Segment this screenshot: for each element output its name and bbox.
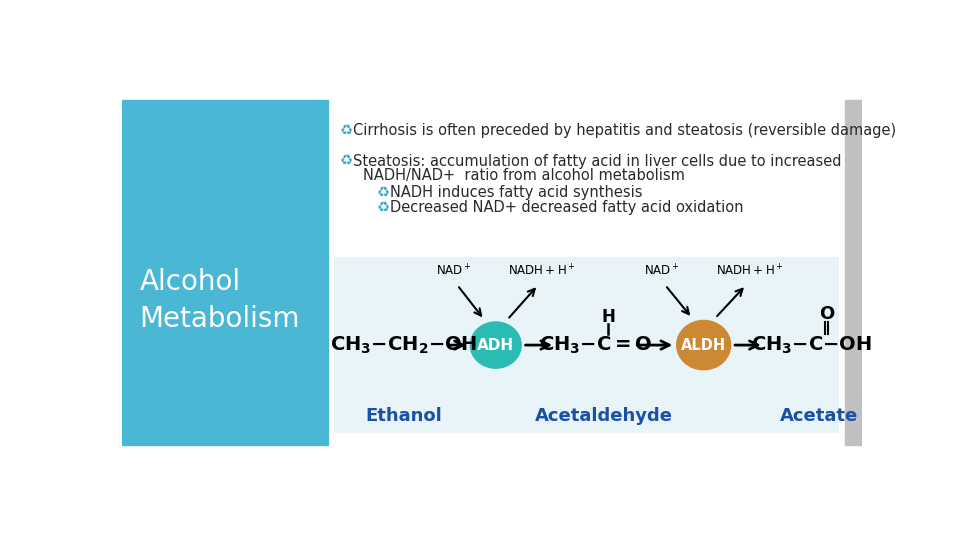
Text: ♻: ♻ (376, 185, 390, 200)
Text: Alcohol
Metabolism: Alcohol Metabolism (139, 268, 300, 333)
Text: Acetaldehyde: Acetaldehyde (535, 407, 673, 425)
Bar (123, 100, 328, 446)
Text: ♻: ♻ (340, 123, 352, 138)
Text: $\mathbf{CH_3{-}CH_2{-}OH}$: $\mathbf{CH_3{-}CH_2{-}OH}$ (329, 334, 477, 356)
Text: ADH: ADH (477, 338, 515, 353)
Text: O: O (819, 305, 834, 323)
Text: ♻: ♻ (376, 200, 390, 215)
Text: Acetate: Acetate (780, 407, 858, 425)
Text: NADH/NAD+  ratio from alcohol metabolism: NADH/NAD+ ratio from alcohol metabolism (363, 168, 684, 183)
Text: $\mathregular{NAD^+}$: $\mathregular{NAD^+}$ (643, 264, 679, 279)
Text: $\mathregular{NADH + H^+}$: $\mathregular{NADH + H^+}$ (508, 264, 576, 279)
Text: Steatosis: accumulation of fatty acid in liver cells due to increased: Steatosis: accumulation of fatty acid in… (353, 153, 842, 168)
Ellipse shape (470, 322, 521, 368)
Text: ♻: ♻ (340, 153, 352, 168)
Text: $\mathregular{NAD^+}$: $\mathregular{NAD^+}$ (436, 264, 471, 279)
Text: NADH induces fatty acid synthesis: NADH induces fatty acid synthesis (391, 185, 643, 200)
Ellipse shape (677, 320, 731, 370)
Text: Cirrhosis is often preceded by hepatitis and steatosis (reversible damage): Cirrhosis is often preceded by hepatitis… (353, 123, 897, 138)
Text: ALDH: ALDH (681, 338, 726, 353)
Text: $\mathregular{NADH + H^+}$: $\mathregular{NADH + H^+}$ (716, 264, 783, 279)
Text: $\mathbf{CH_3{-}C{-}OH}$: $\mathbf{CH_3{-}C{-}OH}$ (751, 334, 872, 356)
Bar (846, 100, 861, 446)
Bar (334, 257, 839, 433)
Text: Ethanol: Ethanol (365, 407, 442, 425)
Text: Decreased NAD+ decreased fatty acid oxidation: Decreased NAD+ decreased fatty acid oxid… (391, 200, 744, 215)
Text: $\mathbf{CH_3{-}C{=}O}$: $\mathbf{CH_3{-}C{=}O}$ (540, 334, 653, 356)
Text: H: H (601, 308, 615, 326)
